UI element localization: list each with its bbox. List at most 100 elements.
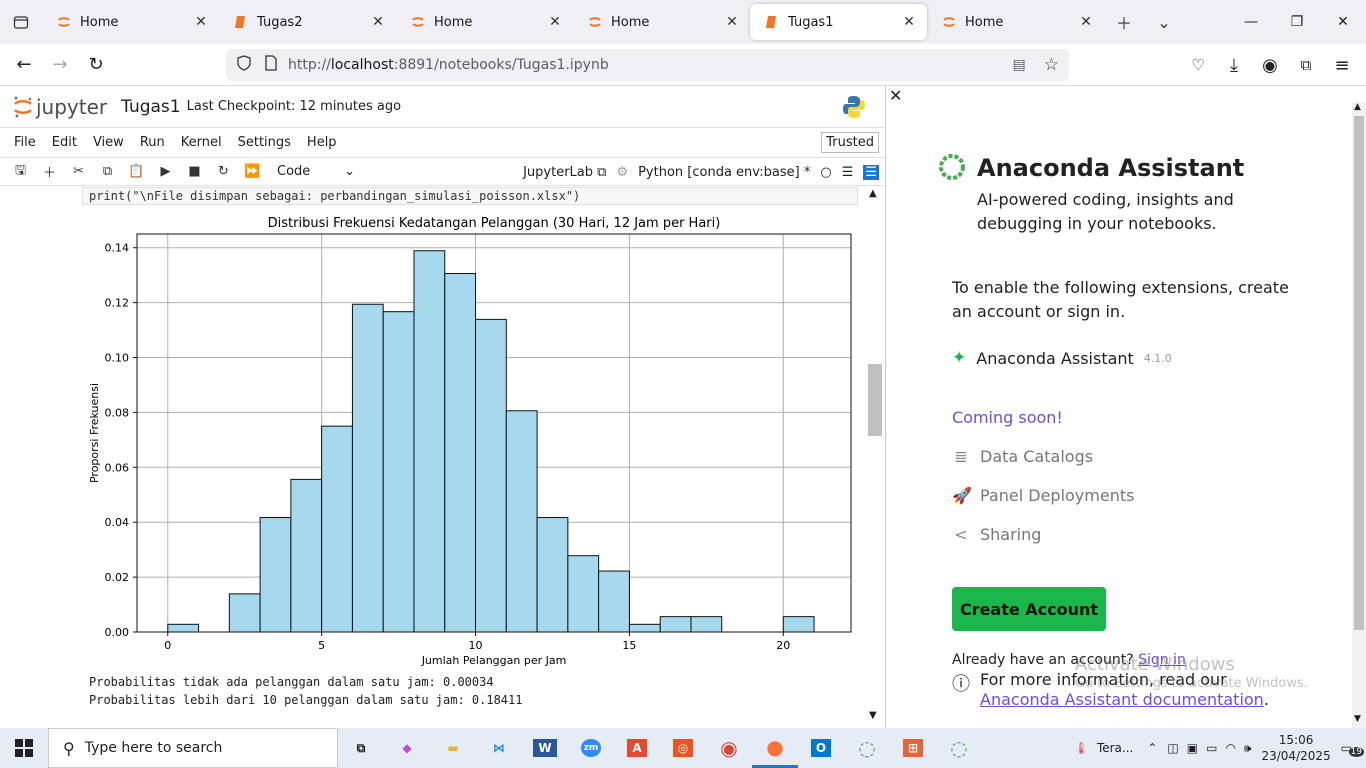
shield-icon[interactable] — [236, 55, 252, 75]
weather-text[interactable]: Tera... — [1096, 741, 1134, 755]
menu-item-run[interactable]: Run — [139, 135, 165, 150]
browser-tab[interactable]: Tugas2 ✕ — [219, 0, 396, 44]
stop-icon[interactable]: ■ — [188, 164, 201, 179]
close-tab-icon[interactable]: ✕ — [1080, 14, 1092, 30]
jupyter-logo-text: jupyter — [36, 94, 108, 119]
assistant-scrollbar[interactable]: ▲ ▼ — [1352, 102, 1366, 728]
save-icon[interactable]: 🖫 — [14, 162, 27, 178]
back-button[interactable]: ← — [16, 54, 32, 75]
activate-windows-subtext: Go to Settings to activate Windows. — [1075, 676, 1308, 691]
close-tab-icon[interactable]: ✕ — [726, 14, 738, 30]
restore-button[interactable]: ❐ — [1290, 14, 1304, 30]
url-bar[interactable]: http://localhost:8891/notebooks/Tugas1.i… — [226, 49, 1069, 81]
property-inspector-icon[interactable]: ☰ — [863, 164, 879, 180]
paste-icon[interactable]: 📋 — [128, 164, 145, 179]
ubuntu-icon[interactable]: ◎ — [660, 728, 706, 768]
scroll-down-arrow[interactable]: ▼ — [869, 710, 877, 721]
extensions-icon[interactable]: ⧉ — [1300, 56, 1312, 74]
anaconda-prompt-icon[interactable]: ◌ — [950, 736, 968, 760]
taskbar-search[interactable]: ⚲ Type here to search — [48, 728, 338, 768]
toc-icon[interactable]: ☰ — [841, 164, 854, 180]
word-icon[interactable]: W — [522, 728, 568, 768]
documentation-link[interactable]: Anaconda Assistant documentation — [980, 690, 1264, 709]
vscode-icon[interactable]: ⋈ — [493, 741, 505, 755]
browser-tab[interactable]: Home ✕ — [573, 0, 750, 44]
minimize-button[interactable]: — — [1244, 14, 1258, 30]
start-button[interactable] — [0, 728, 48, 768]
volume-icon[interactable]: 🕪 — [1243, 740, 1252, 755]
notification-count: 19 — [1348, 747, 1365, 757]
file-explorer-icon[interactable]: ▬ — [447, 741, 459, 755]
soon-item-label: Panel Deployments — [980, 486, 1135, 505]
tray-app2-icon[interactable]: ▣ — [1186, 741, 1199, 755]
firefox-icon[interactable]: ● — [752, 728, 798, 768]
scroll-up-arrow[interactable]: ▲ — [1354, 102, 1361, 112]
close-tab-icon[interactable]: ✕ — [549, 14, 561, 30]
gear-icon[interactable]: ⚙ — [616, 164, 629, 180]
share-icon: < — [954, 525, 968, 544]
menu-item-settings[interactable]: Settings — [237, 135, 291, 150]
close-tab-icon[interactable]: ✕ — [372, 14, 384, 30]
acrobat-icon[interactable]: A — [614, 728, 660, 768]
code-cell-line[interactable]: print("\nFile disimpan sebagai: perbandi… — [82, 187, 858, 205]
notebook-title[interactable]: Tugas1 — [121, 96, 181, 117]
scrollbar-thumb[interactable] — [868, 364, 882, 436]
menu-item-help[interactable]: Help — [306, 135, 337, 150]
restart-run-all-icon[interactable]: ⏩ — [244, 164, 261, 179]
menu-item-file[interactable]: File — [14, 135, 36, 150]
trusted-badge[interactable]: Trusted — [821, 132, 879, 153]
wifi-icon[interactable]: ◠ — [1225, 741, 1236, 755]
close-tab-icon[interactable]: ✕ — [195, 14, 207, 30]
notebook-scrollbar[interactable]: ▲ ▼ — [866, 188, 884, 728]
scroll-down-arrow[interactable]: ▼ — [1354, 714, 1361, 724]
reader-view-icon[interactable]: ▤ — [1012, 57, 1026, 73]
pocket-icon[interactable]: ♡ — [1191, 56, 1205, 74]
new-tab-button[interactable]: ＋ — [1115, 14, 1132, 33]
reload-button[interactable]: ↻ — [88, 54, 104, 75]
menu-item-edit[interactable]: Edit — [51, 135, 77, 150]
enable-extensions-text: To enable the following extensions, crea… — [952, 278, 1289, 321]
tray-app-icon[interactable]: ◫ — [1167, 741, 1179, 755]
app-icon[interactable]: ⊞ — [890, 728, 936, 768]
add-cell-icon[interactable]: ＋ — [42, 166, 56, 181]
sign-in-link[interactable]: Sign in — [1138, 652, 1186, 668]
run-icon[interactable]: ▶ — [160, 164, 171, 179]
browser-tab[interactable]: Tugas1 ✕ — [750, 4, 927, 40]
forward-button[interactable]: → — [52, 54, 68, 75]
cut-icon[interactable]: ✂ — [73, 164, 84, 179]
weather-icon[interactable]: 🌡 — [1073, 741, 1089, 755]
bookmark-star-icon[interactable]: ☆ — [1043, 55, 1059, 75]
close-tab-icon[interactable]: ✕ — [903, 14, 915, 30]
browser-tab[interactable]: Home ✕ — [927, 0, 1104, 44]
tab-overview-icon[interactable] — [0, 0, 42, 44]
chrome-icon[interactable]: ◉ — [720, 736, 738, 760]
notification-icon[interactable]: ▭ 19 — [1340, 741, 1365, 757]
cell-type-select[interactable]: Code ⌄ — [277, 164, 355, 179]
tab-list-chevron-icon[interactable]: ⌄ — [1157, 12, 1171, 32]
account-icon[interactable]: ◉ — [1262, 54, 1278, 76]
close-panel-icon[interactable]: ✕ — [889, 86, 903, 105]
outlook-icon[interactable]: O — [798, 728, 844, 768]
create-account-button[interactable]: Create Account — [952, 587, 1106, 631]
copy-icon[interactable]: ⧉ — [102, 164, 113, 179]
battery-icon[interactable]: ▭ — [1206, 741, 1218, 755]
copilot-icon[interactable]: ◆ — [402, 741, 412, 755]
menu-item-kernel[interactable]: Kernel — [180, 135, 222, 150]
scrollbar-thumb[interactable] — [1354, 116, 1364, 630]
jupyter-logo[interactable]: jupyter — [12, 95, 107, 119]
menu-icon[interactable]: ≡ — [1334, 54, 1350, 76]
anaconda-navigator-icon[interactable]: ◌ — [858, 736, 876, 760]
close-window-button[interactable]: ✕ — [1337, 14, 1349, 30]
zoom-icon[interactable]: zm — [568, 728, 614, 768]
scroll-up-arrow[interactable]: ▲ — [869, 188, 877, 199]
download-icon[interactable]: ⤓ — [1230, 54, 1238, 76]
jupyterlab-link[interactable]: JupyterLab ⧉ — [523, 164, 607, 180]
clock[interactable]: 15:06 23/04/2025 — [1261, 732, 1330, 764]
menu-item-view[interactable]: View — [92, 135, 124, 150]
restart-icon[interactable]: ↻ — [218, 164, 229, 179]
browser-tab[interactable]: Home ✕ — [396, 0, 573, 44]
task-view-icon[interactable]: ⧉ — [356, 740, 366, 755]
browser-tab[interactable]: Home ✕ — [42, 0, 219, 44]
chevron-up-icon[interactable]: ⌃ — [1147, 741, 1158, 755]
kernel-name[interactable]: Python [conda env:base] * — [638, 164, 811, 180]
